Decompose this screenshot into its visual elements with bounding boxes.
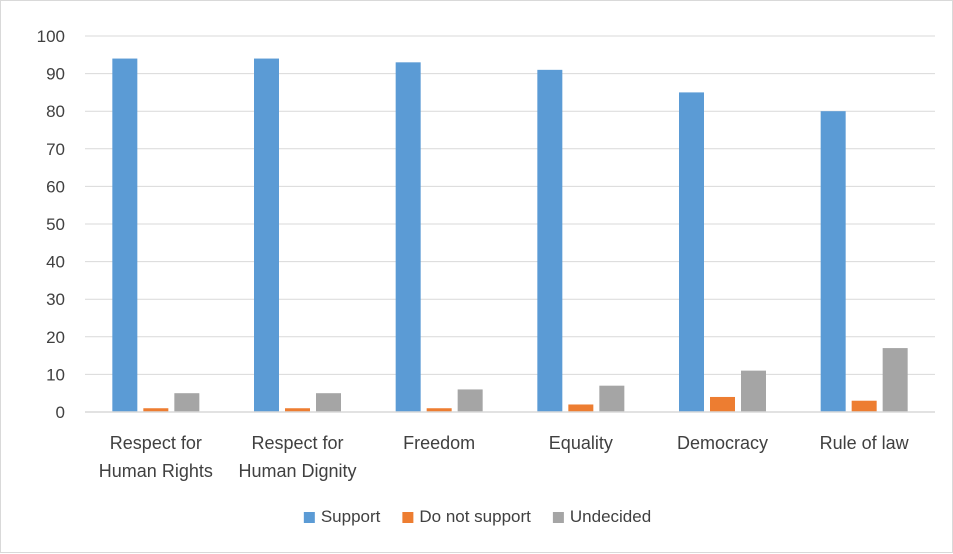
- legend-swatch: [402, 512, 414, 523]
- legend-label: Do not support: [419, 507, 531, 526]
- y-tick-label: 90: [46, 65, 65, 84]
- x-category-label: Human Dignity: [238, 461, 356, 481]
- gridlines: [85, 35, 935, 375]
- x-axis-category-labels: Respect for Human Rights Respect for Human …: [99, 433, 910, 481]
- legend-item-support: Support: [303, 507, 381, 526]
- x-category-label: Rule of law: [820, 433, 910, 453]
- bar-support: [112, 58, 138, 413]
- bar-undecided: [316, 393, 341, 412]
- x-category-label: Respect for: [110, 433, 202, 453]
- y-tick-label: 20: [46, 328, 65, 347]
- bar-support: [679, 92, 704, 413]
- bar-support: [254, 58, 279, 413]
- legend: Support Do not support Undecided: [303, 507, 651, 526]
- bar-do-not-support: [710, 396, 735, 412]
- y-tick-label: 70: [46, 140, 65, 159]
- bar-do-not-support: [285, 408, 310, 412]
- bar-do-not-support: [426, 408, 452, 412]
- bar-support: [820, 111, 846, 412]
- y-axis-tick-labels: 0 10 20 30 40 50 60 70 80 90 100: [37, 27, 65, 422]
- legend-item-do-not-support: Do not support: [402, 507, 531, 526]
- x-category-label: Respect for: [251, 433, 343, 453]
- y-tick-label: 60: [46, 177, 65, 196]
- y-tick-label: 100: [37, 27, 65, 46]
- y-tick-label: 10: [46, 365, 65, 384]
- bar-undecided: [599, 385, 625, 412]
- bar-do-not-support: [851, 400, 877, 412]
- x-category-label: Democracy: [677, 433, 768, 453]
- bar-undecided: [882, 348, 908, 412]
- legend-swatch: [303, 512, 315, 523]
- bar-support: [395, 62, 421, 412]
- y-tick-label: 0: [56, 403, 65, 422]
- bar-support: [537, 69, 563, 412]
- bar-undecided: [174, 393, 200, 412]
- legend-swatch: [552, 512, 564, 523]
- bar-undecided: [741, 370, 766, 412]
- y-tick-label: 50: [46, 215, 65, 234]
- legend-label: Support: [321, 507, 381, 526]
- bar-undecided: [457, 389, 483, 412]
- bar-do-not-support: [143, 408, 169, 412]
- x-category-label: Equality: [549, 433, 613, 453]
- x-category-label: Human Rights: [99, 461, 213, 481]
- y-tick-label: 80: [46, 102, 65, 121]
- bar-do-not-support: [568, 404, 594, 412]
- y-tick-label: 40: [46, 253, 65, 272]
- legend-label: Undecided: [570, 507, 651, 526]
- bars: [112, 58, 908, 413]
- legend-item-undecided: Undecided: [552, 507, 651, 526]
- y-tick-label: 30: [46, 290, 65, 309]
- x-category-label: Freedom: [403, 433, 475, 453]
